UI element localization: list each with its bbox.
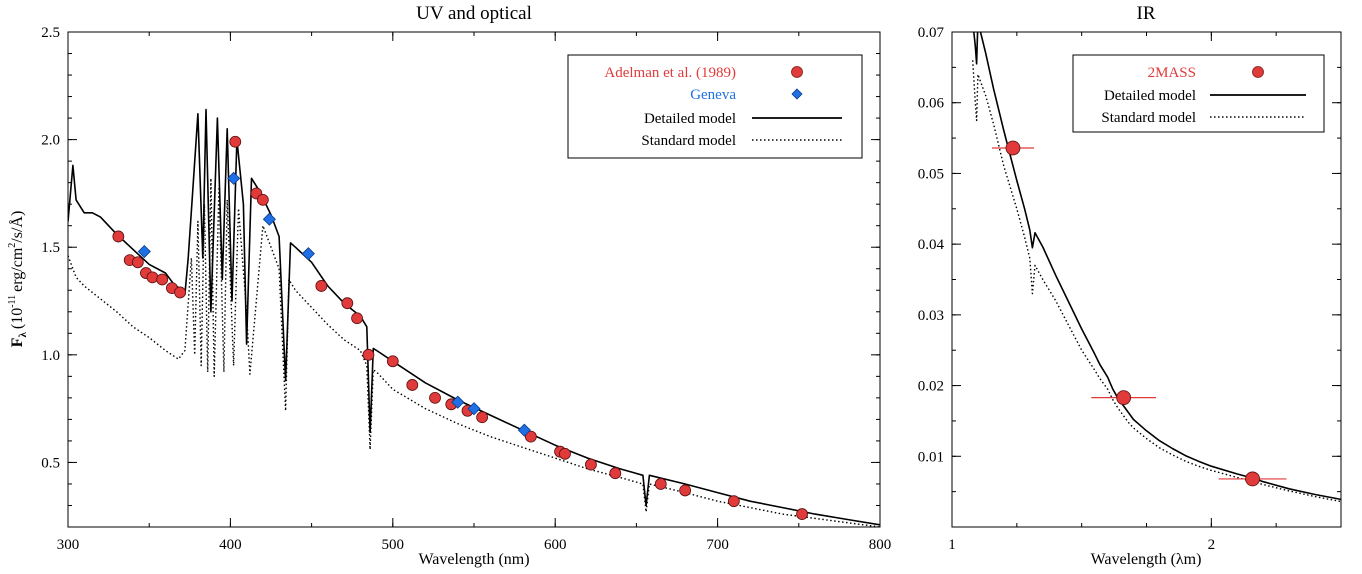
right-axis-ticks: 1 2 0.01 0.02 0.03 0.04 0.05 0.06 0.07 (918, 25, 1342, 553)
ir-panel: IR 1 2 0.01 0.02 0.03 0.04 0.05 0.06 0.07 Wavele… (918, 3, 1342, 568)
left-y-tick-label: 0.5 (41, 455, 60, 471)
right-x-tick-label: 1 (948, 537, 956, 553)
left-adelman-et-al-1989-point (229, 135, 242, 148)
right-panel-title: IR (1137, 3, 1156, 24)
left-y-tick-label: 1.5 (41, 240, 60, 256)
y-label-exp: -11 (7, 295, 18, 308)
left-series-layer (68, 108, 880, 527)
left-adelman-et-al-1989-point (174, 286, 186, 299)
right-y-tick-label: 0.07 (918, 25, 945, 41)
left-geneva-point (262, 212, 276, 226)
left-adelman-et-al-1989-point (679, 484, 692, 497)
left-geneva-point (227, 171, 241, 185)
left-geneva-point (467, 402, 481, 416)
legend-label-adelman: Adelman et al. (1989) (604, 65, 736, 81)
legend-label-geneva: Geneva (690, 87, 736, 103)
left-y-axis-label: Fλ (10-11 erg/cm2/s/Å) (7, 211, 29, 348)
left-geneva-point (137, 244, 151, 259)
y-label-f: F (9, 337, 26, 347)
right-2mass-point (1005, 140, 1021, 156)
left-adelman-et-al-1989-point (386, 355, 399, 368)
y-label-tail: /s/Å) (8, 211, 26, 243)
legend-label-standard: Standard model (641, 133, 736, 149)
left-x-tick-label: 300 (57, 537, 80, 553)
right-2mass-point (1116, 390, 1132, 405)
left-panel-title: UV and optical (416, 3, 532, 24)
left-adelman-et-al-1989-point (585, 458, 597, 471)
y-label-open: (10 (9, 308, 26, 329)
right-y-tick-label: 0.06 (918, 96, 945, 112)
left-adelman-et-al-1989-point (351, 312, 363, 325)
right-y-tick-label: 0.05 (918, 166, 944, 182)
uv-optical-panel: UV and optical 300 400 500 600 700 800 0.5 1.0 1… (7, 3, 891, 568)
right-x-axis-label: Wavelength (λm) (1091, 551, 1202, 568)
right-y-tick-label: 0.03 (918, 308, 944, 324)
right-x-tick-label: 2 (1208, 537, 1216, 553)
right-legend-box (1072, 54, 1325, 133)
y-label-unit: erg/cm (9, 247, 26, 292)
left-adelman-et-al-1989-point (429, 391, 441, 404)
left-x-tick-label: 500 (382, 537, 405, 553)
left-adelman-et-al-1989-point (315, 280, 328, 292)
right-legend: 2MASS Detailed model Standard model (1072, 54, 1325, 133)
legend-marker-adelman (791, 66, 803, 78)
left-x-tick-label: 700 (706, 537, 729, 553)
legend-marker-geneva (791, 88, 803, 100)
right-y-tick-label: 0.01 (918, 449, 944, 465)
right-series-layer (972, 32, 1341, 503)
left-y-tick-label: 1.0 (41, 348, 60, 364)
left-adelman-et-al-1989-point (524, 430, 537, 443)
left-adelman-et-al-1989-point (609, 467, 622, 480)
right-2mass-point (1245, 471, 1260, 487)
legend-label-detailed: Detailed model (644, 111, 736, 127)
left-adelman-et-al-1989-point (156, 273, 169, 286)
left-adelman-et-al-1989-point (362, 348, 375, 361)
legend-label-2mass: 2MASS (1148, 65, 1196, 81)
legend-label-standard-ir: Standard model (1101, 110, 1196, 126)
left-x-tick-label: 800 (869, 537, 892, 553)
left-adelman-et-al-1989-point (559, 447, 571, 460)
y-label-unit-exp: 2 (7, 243, 18, 248)
left-x-axis-label: Wavelength (nm) (418, 551, 529, 568)
right-y-tick-label: 0.04 (918, 237, 945, 253)
left-adelman-et-al-1989-point (476, 411, 489, 424)
left-adelman-et-al-1989-point (654, 478, 667, 490)
right-y-tick-label: 0.02 (918, 379, 944, 395)
left-legend: Adelman et al. (1989) Geneva Detailed mo… (567, 54, 863, 159)
left-adelman-et-al-1989-point (112, 230, 125, 243)
left-adelman-et-al-1989-point (341, 297, 354, 310)
left-y-tick-label: 2.0 (41, 133, 60, 149)
left-adelman-et-al-1989-point (796, 508, 808, 520)
left-adelman-et-al-1989-point (146, 271, 159, 284)
right-series-detailed-model (973, 32, 1341, 501)
left-geneva-point (301, 247, 315, 261)
left-geneva-point (517, 423, 531, 437)
left-adelman-et-al-1989-point (727, 495, 740, 508)
left-adelman-et-al-1989-point (256, 193, 269, 206)
left-series-detailed-model (68, 108, 880, 526)
y-label-lambda: λ (17, 332, 29, 338)
left-x-tick-label: 600 (544, 537, 567, 553)
left-adelman-et-al-1989-point (131, 256, 144, 269)
legend-label-detailed-ir: Detailed model (1104, 88, 1196, 104)
left-legend-box (567, 54, 863, 159)
left-y-tick-label: 2.5 (41, 25, 60, 41)
left-series-standard-model (68, 177, 880, 527)
legend-marker-2mass (1252, 66, 1264, 78)
left-x-tick-label: 400 (219, 537, 242, 553)
left-geneva-point (451, 395, 465, 409)
left-axis-ticks: 300 400 500 600 700 800 0.5 1.0 1.5 2.0 2.5 (41, 25, 891, 553)
left-adelman-et-al-1989-point (406, 379, 419, 391)
